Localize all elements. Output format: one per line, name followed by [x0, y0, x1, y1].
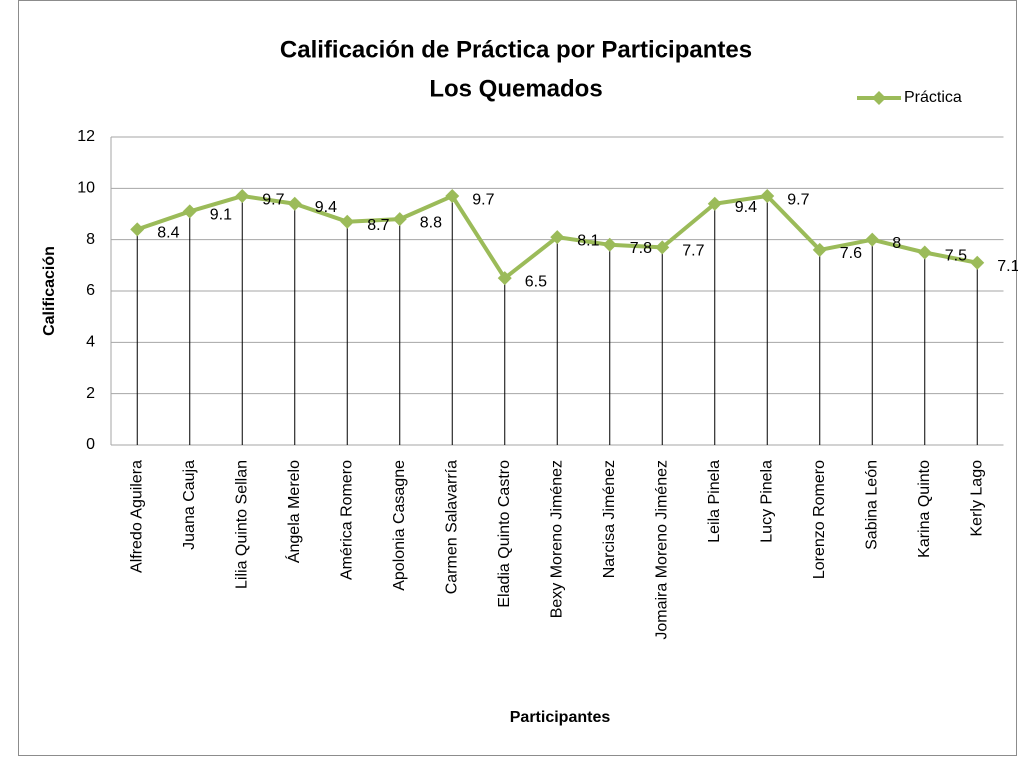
x-tick-label: Lilia Quinto Sellan	[233, 460, 250, 589]
x-tick-label: Lorenzo Romero	[811, 460, 828, 579]
point-marker	[287, 196, 302, 211]
data-label: 8	[892, 235, 901, 252]
data-label: 9.7	[787, 191, 809, 208]
point-marker	[917, 245, 932, 260]
point-marker	[970, 255, 985, 270]
y-tick-label: 4	[86, 334, 95, 351]
y-tick-label: 6	[86, 282, 95, 299]
x-tick-label: Apolonia Casagne	[391, 460, 408, 591]
y-tick-label: 0	[86, 436, 95, 453]
data-label: 9.4	[315, 199, 337, 216]
chart-frame	[18, 0, 1017, 756]
data-label: 9.1	[210, 207, 232, 224]
data-label: 7.8	[630, 240, 652, 257]
x-tick-label: Kerly Lago	[968, 460, 985, 537]
x-tick-label: Alfredo Aguilera	[128, 460, 145, 573]
point-marker	[445, 189, 460, 204]
point-marker	[760, 189, 775, 204]
x-tick-label: Lucy Pinela	[758, 460, 775, 543]
point-marker	[602, 237, 617, 252]
x-tick-label: Ángela Merelo	[284, 460, 303, 563]
x-tick-label: Karina Quinto	[916, 460, 933, 558]
point-marker	[707, 196, 722, 211]
point-marker	[130, 222, 145, 237]
legend-label: Práctica	[904, 89, 962, 106]
x-tick-label: América Romero	[338, 460, 355, 580]
point-marker	[497, 271, 512, 286]
data-label: 9.7	[262, 191, 284, 208]
x-tick-label: Eladia Quinto Castro	[496, 460, 513, 608]
point-marker	[182, 204, 197, 219]
data-label: 9.7	[472, 191, 494, 208]
y-tick-label: 10	[77, 180, 95, 197]
data-label: 8.1	[577, 232, 599, 249]
x-tick-label: Jomaira Moreno Jiménez	[653, 460, 670, 640]
point-marker	[392, 212, 407, 227]
x-tick-label: Narcisa Jiménez	[601, 460, 618, 578]
data-label: 7.6	[840, 245, 862, 262]
point-marker	[865, 232, 880, 247]
chart-title: Calificación de Práctica por Participant…	[280, 36, 752, 63]
y-tick-label: 12	[77, 128, 95, 145]
y-tick-label: 2	[86, 385, 95, 402]
x-tick-label: Juana Cauja	[181, 460, 198, 550]
x-tick-label: Sabina León	[863, 460, 880, 550]
data-label: 7.5	[945, 248, 967, 265]
y-axis-label: Calificación	[41, 246, 58, 336]
point-marker	[550, 230, 565, 245]
y-tick-label: 8	[86, 231, 95, 248]
x-tick-label: Carmen Salavarría	[443, 460, 460, 594]
x-axis-label: Participantes	[510, 709, 611, 726]
point-marker	[340, 214, 355, 229]
legend-marker	[872, 91, 886, 105]
point-marker	[655, 240, 670, 255]
data-label: 7.1	[997, 258, 1018, 275]
x-tick-label: Bexy Moreno Jiménez	[548, 460, 565, 618]
data-label: 8.8	[420, 214, 442, 231]
data-label: 7.7	[682, 243, 704, 260]
data-label: 6.5	[525, 273, 547, 290]
data-label: 9.4	[735, 199, 757, 216]
data-label: 8.4	[157, 225, 179, 242]
data-label: 8.7	[367, 217, 389, 234]
x-tick-label: Leila Pinela	[706, 460, 723, 543]
point-marker	[235, 189, 250, 204]
point-marker	[812, 242, 827, 257]
chart-subtitle: Los Quemados	[429, 75, 602, 102]
